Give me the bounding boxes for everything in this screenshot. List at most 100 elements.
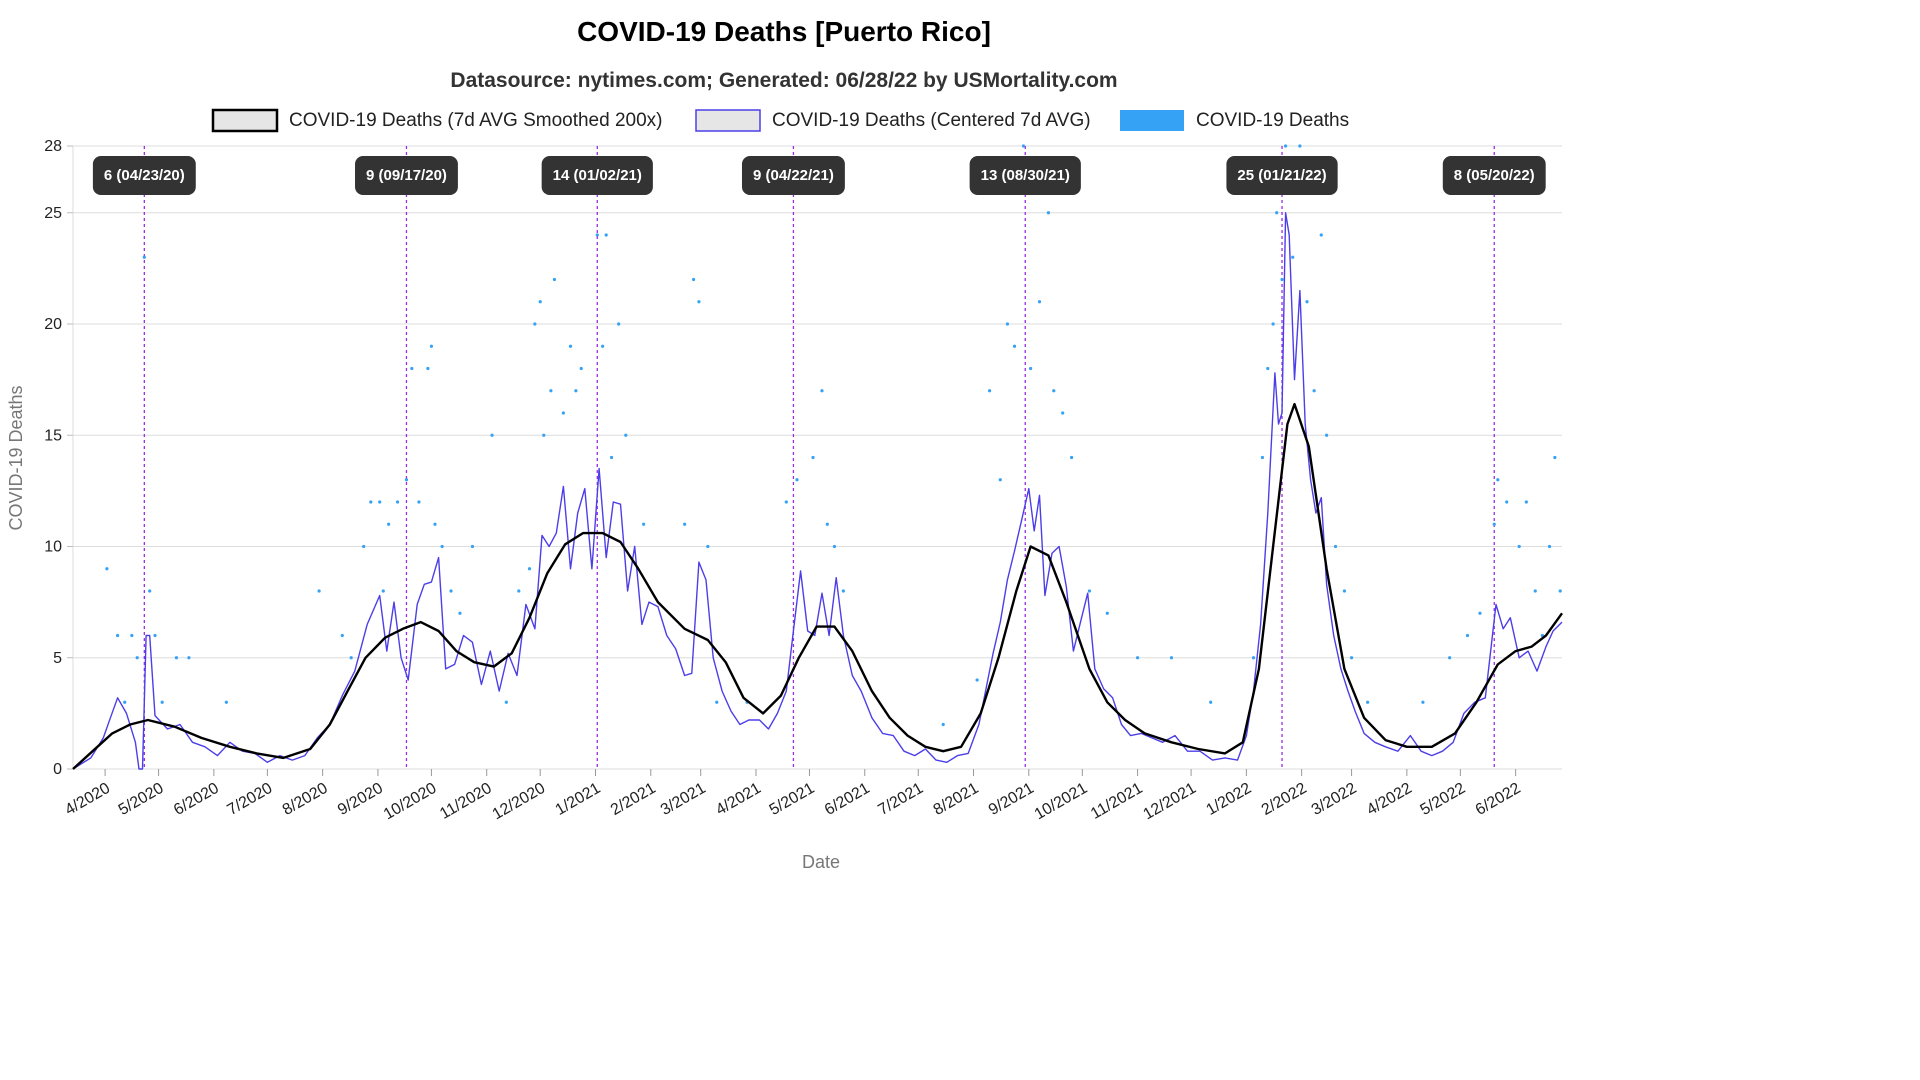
x-tick-label: 3/2021	[658, 780, 709, 819]
data-point-daily	[1046, 211, 1051, 215]
data-point-daily	[115, 633, 120, 638]
data-point-daily	[811, 455, 815, 460]
data-point-daily	[1105, 611, 1109, 615]
annotation-lines	[143, 146, 1495, 769]
data-point-daily	[1325, 433, 1329, 437]
series-lines	[72, 212, 1563, 770]
annotation-label: 9 (09/17/20)	[355, 156, 458, 195]
data-point-daily	[538, 300, 542, 304]
data-point-daily	[1135, 656, 1140, 660]
grid	[72, 145, 1562, 770]
legend-label-smoothed: COVID-19 Deaths (7d AVG Smoothed 200x)	[289, 110, 663, 131]
data-point-daily	[426, 366, 430, 371]
data-point-daily	[1366, 700, 1370, 704]
annotation-text: 6 (04/23/20)	[104, 167, 185, 184]
data-point-daily	[595, 233, 599, 237]
data-point-daily	[1492, 522, 1496, 526]
y-axis: 0 5 10 15 20 25 28	[44, 138, 73, 778]
y-tick-label: 28	[44, 138, 62, 155]
x-tick-label: 9/2020	[335, 780, 386, 819]
data-point-daily	[841, 589, 845, 593]
data-point-daily	[1028, 366, 1033, 371]
data-point-daily	[517, 589, 521, 593]
data-point-daily	[1517, 544, 1521, 549]
data-point-daily	[609, 455, 614, 460]
x-tick-label: 8/2020	[280, 780, 331, 819]
data-point-daily	[642, 522, 646, 526]
data-point-daily	[1553, 455, 1557, 460]
x-tick-label: 12/2021	[1140, 780, 1199, 824]
y-tick-label: 5	[53, 650, 62, 667]
y-tick-label: 10	[44, 539, 62, 556]
x-tick-label: 6/2021	[822, 780, 873, 819]
data-point-daily	[1305, 300, 1309, 304]
data-point-daily	[1280, 277, 1284, 282]
x-tick-label: 4/2021	[713, 780, 764, 819]
data-point-daily	[624, 433, 628, 437]
annotation-label: 25 (01/21/22)	[1226, 156, 1338, 195]
data-point-daily	[941, 722, 945, 727]
legend-swatch-smoothed	[211, 108, 279, 133]
data-point-daily	[429, 344, 434, 348]
data-point-daily	[832, 544, 837, 549]
x-tick-label: 1/2022	[1203, 780, 1254, 819]
data-point-daily	[561, 411, 565, 415]
data-point-daily	[568, 344, 573, 348]
chart-title: COVID-19 Deaths [Puerto Rico]	[577, 16, 991, 47]
legend-item-smoothed[interactable]: COVID-19 Deaths (7d AVG Smoothed 200x)	[211, 108, 663, 133]
data-point-daily	[148, 589, 152, 593]
data-point-daily	[683, 522, 687, 526]
data-point-daily	[715, 700, 719, 704]
legend-item-daily[interactable]: COVID-19 Deaths	[1120, 110, 1349, 131]
x-tick-label: 7/2020	[224, 780, 275, 819]
x-tick-label: 3/2022	[1309, 780, 1360, 819]
annotation-text: 14 (01/02/21)	[553, 167, 642, 184]
data-point-daily	[417, 500, 421, 504]
data-point-daily	[440, 544, 444, 549]
data-point-daily	[1283, 144, 1288, 148]
data-point-daily	[187, 656, 191, 660]
annotation-box	[92, 156, 196, 195]
data-point-daily	[1465, 633, 1470, 638]
x-tick-label: 2/2021	[608, 780, 659, 819]
x-tick-label: 10/2021	[1032, 780, 1091, 824]
annotation-label: 14 (01/02/21)	[541, 156, 653, 195]
annotation-text: 25 (01/21/22)	[1237, 167, 1326, 184]
legend-item-centered[interactable]: COVID-19 Deaths (Centered 7d AVG)	[695, 109, 1091, 132]
data-point-daily	[795, 478, 799, 482]
x-tick-label: 6/2022	[1473, 780, 1524, 819]
x-tick-label: 6/2020	[171, 780, 222, 819]
data-point-daily	[975, 678, 979, 682]
data-point-daily	[987, 389, 992, 393]
data-point-daily	[1271, 322, 1275, 326]
data-point-daily	[105, 567, 109, 571]
data-point-daily	[1319, 233, 1323, 237]
data-point-daily	[224, 700, 228, 704]
annotation-label: 9 (04/22/21)	[741, 156, 845, 195]
data-point-daily	[998, 478, 1002, 482]
data-point-daily	[706, 544, 710, 549]
data-point-daily	[1298, 144, 1302, 148]
y-tick-label: 15	[44, 427, 62, 444]
x-tick-label: 10/2020	[381, 780, 440, 824]
data-point-daily	[410, 366, 414, 371]
data-point-daily	[135, 656, 139, 660]
x-tick-label: 12/2020	[490, 780, 549, 824]
y-tick-label: 25	[44, 205, 62, 222]
data-point-daily	[1448, 656, 1452, 660]
annotation-text: 9 (09/17/20)	[366, 167, 447, 184]
data-point-daily	[1496, 478, 1500, 482]
legend: COVID-19 Deaths (7d AVG Smoothed 200x) C…	[211, 108, 1349, 133]
annotation-label: 8 (05/20/22)	[1442, 156, 1546, 195]
data-point-daily	[1349, 656, 1354, 660]
x-tick-label: 1/2021	[553, 780, 604, 819]
data-point-daily	[1061, 411, 1065, 415]
data-point-daily	[317, 589, 321, 593]
legend-label-centered: COVID-19 Deaths (Centered 7d AVG)	[772, 110, 1091, 131]
x-axis: 4/2020 5/2020 6/2020 7/2020 8/2020 9/202010/2…	[62, 769, 1524, 823]
data-point-daily	[1251, 656, 1256, 660]
y-tick-label: 20	[44, 316, 62, 333]
data-point-daily	[617, 322, 621, 326]
data-point-daily	[1260, 455, 1265, 460]
data-point-daily	[542, 433, 546, 437]
